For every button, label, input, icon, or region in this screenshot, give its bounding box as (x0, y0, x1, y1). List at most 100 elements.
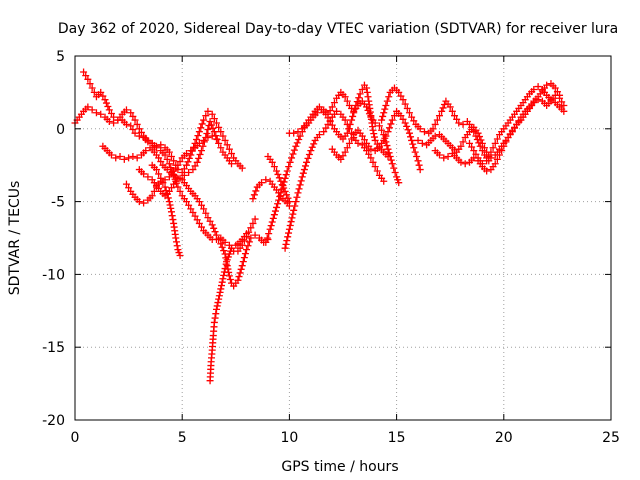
data-point (558, 98, 566, 106)
data-point (395, 88, 403, 96)
data-point (448, 107, 456, 115)
data-point (182, 161, 190, 169)
data-point (328, 103, 336, 111)
data-point (388, 160, 396, 168)
data-point (370, 133, 378, 141)
data-point (405, 109, 413, 117)
data-point (416, 166, 424, 174)
data-point (401, 100, 409, 108)
data-point (252, 187, 260, 195)
data-point (262, 176, 270, 184)
data-point (294, 189, 302, 197)
data-point (185, 154, 193, 162)
data-point (355, 94, 363, 102)
data-point (281, 174, 289, 182)
data-point (240, 254, 248, 262)
data-point (296, 181, 304, 189)
data-point (266, 225, 274, 233)
data-point (296, 132, 304, 140)
data-point (263, 234, 271, 242)
data-point (167, 184, 175, 192)
data-point (172, 234, 180, 242)
data-point (491, 139, 499, 147)
data-point (298, 173, 306, 181)
data-point (228, 244, 236, 252)
grid-lines (75, 56, 611, 420)
data-point (290, 206, 298, 214)
data-point (215, 295, 223, 303)
y-tick-label: -20 (42, 413, 65, 429)
data-point (165, 198, 173, 206)
data-point (270, 211, 278, 219)
data-point (491, 160, 499, 168)
data-point (382, 132, 390, 140)
data-point (349, 112, 357, 120)
data-point (200, 205, 208, 213)
data-point (187, 205, 195, 213)
data-point (270, 163, 278, 171)
data-point (97, 88, 105, 96)
data-point (345, 139, 353, 147)
data-point (200, 116, 208, 124)
data-point (341, 93, 349, 101)
data-point (150, 187, 158, 195)
data-point (122, 180, 130, 188)
data-point (326, 117, 334, 125)
data-point (218, 243, 226, 251)
data-point (411, 148, 419, 156)
data-point (399, 115, 407, 123)
data-point (131, 116, 139, 124)
data-point (285, 163, 293, 171)
data-point (165, 187, 173, 195)
data-point (235, 273, 243, 281)
data-point (478, 139, 486, 147)
data-point (370, 130, 378, 138)
data-point (276, 193, 284, 201)
data-point (474, 129, 482, 137)
data-point (247, 224, 255, 232)
data-point (378, 126, 386, 134)
data-point (380, 109, 388, 117)
data-point (282, 171, 290, 179)
data-point (200, 136, 208, 144)
series-arc17 (465, 83, 568, 168)
data-point (217, 128, 225, 136)
data-point (176, 251, 184, 259)
data-point (461, 160, 469, 168)
data-point (249, 195, 257, 203)
data-point (285, 198, 293, 206)
data-point (401, 119, 409, 127)
data-point (429, 125, 437, 133)
data-point (543, 81, 551, 89)
data-point (287, 218, 295, 226)
data-point (397, 92, 405, 100)
data-point (249, 219, 257, 227)
data-point (217, 240, 225, 248)
data-point (409, 140, 417, 148)
data-point (174, 161, 182, 169)
data-point (291, 202, 299, 210)
data-point (324, 120, 332, 128)
data-point (148, 192, 156, 200)
data-point (221, 136, 229, 144)
data-point (534, 96, 542, 104)
data-point (191, 162, 199, 170)
data-point (277, 189, 285, 197)
data-point (221, 265, 229, 273)
data-point (274, 200, 282, 208)
data-point (220, 247, 228, 255)
axis-ticks: 0 5 10 15 20 25 -20 -15 -10 -5 0 5 (42, 49, 620, 446)
data-point (371, 136, 379, 144)
data-point (310, 140, 318, 148)
data-point (166, 201, 174, 209)
data-point (364, 106, 372, 114)
data-point (241, 250, 249, 258)
data-point (403, 122, 411, 130)
data-point (197, 201, 205, 209)
data-point (167, 204, 175, 212)
data-point (197, 223, 205, 231)
data-point (547, 96, 555, 104)
series-arc7 (206, 230, 251, 385)
data-point (213, 119, 221, 127)
data-point (237, 265, 245, 273)
